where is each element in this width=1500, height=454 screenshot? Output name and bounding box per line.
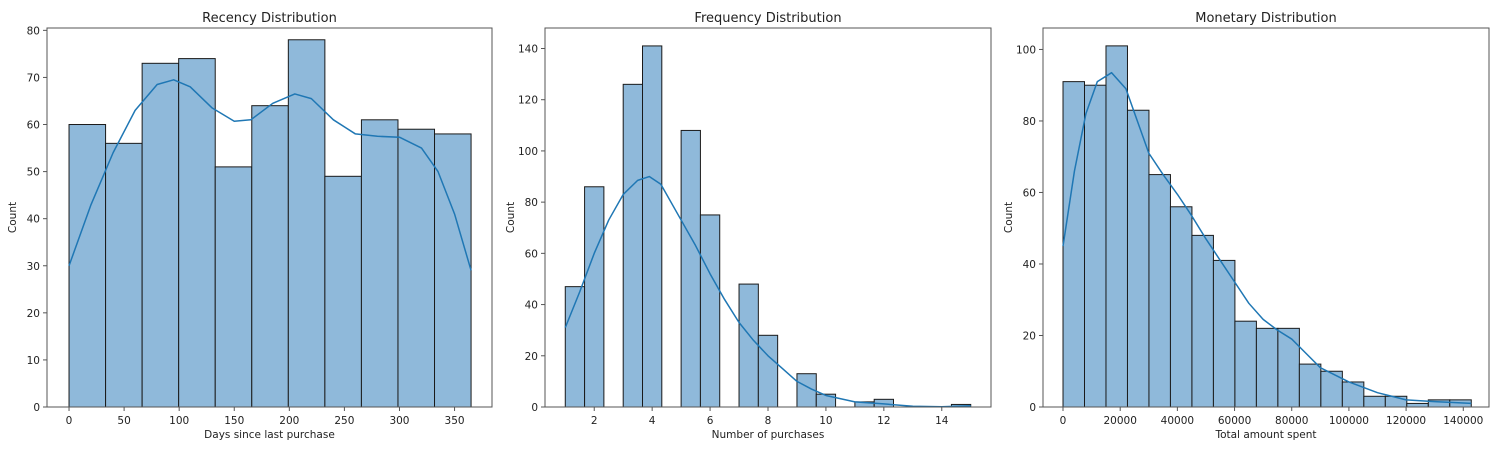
histogram-bar	[397, 128, 436, 408]
x-tick-label: 350	[445, 415, 465, 427]
y-tick-label: 80	[27, 25, 40, 37]
x-axis-label: Number of purchases	[712, 429, 825, 441]
histogram-bar	[1126, 109, 1150, 408]
x-tick-label: 4	[649, 415, 656, 427]
y-tick-label: 0	[1029, 402, 1036, 414]
histogram-bar	[360, 119, 399, 408]
histogram-bar	[178, 58, 216, 408]
kde-line	[1062, 71, 1472, 405]
x-tick-label: 14	[935, 415, 949, 427]
y-tick-label: 60	[27, 120, 40, 132]
y-tick-label: 30	[27, 261, 40, 273]
y-tick-label: 40	[27, 214, 40, 226]
y-tick-label: 80	[1023, 116, 1036, 128]
y-tick-label: 60	[525, 248, 538, 260]
y-axis-label: Count	[505, 202, 517, 233]
histogram-bar	[324, 175, 362, 408]
histogram-bar	[141, 62, 180, 408]
y-tick-label: 70	[27, 72, 40, 84]
x-tick-label: 10	[819, 415, 832, 427]
x-tick-label: 2	[591, 415, 598, 427]
axes-frame	[1042, 27, 1490, 408]
x-tick-label: 12	[877, 415, 890, 427]
y-axis-label: Count	[1003, 202, 1015, 233]
histogram-bar	[680, 129, 701, 408]
histogram-bar	[1212, 259, 1236, 408]
histogram-bar	[642, 45, 663, 408]
histogram-bar	[1298, 363, 1322, 408]
y-tick-label: 60	[1023, 187, 1036, 199]
y-tick-label: 50	[27, 167, 40, 179]
kde-line	[68, 79, 472, 271]
y-tick-label: 140	[518, 43, 538, 55]
y-tick-label: 40	[525, 300, 538, 312]
histogram-bar	[287, 39, 326, 408]
x-tick-label: 50	[117, 415, 130, 427]
x-tick-label: 40000	[1161, 415, 1194, 427]
histogram-bar	[622, 83, 644, 408]
histogram-bar	[1277, 327, 1300, 408]
x-tick-label: 8	[765, 415, 772, 427]
histogram-bar	[1084, 84, 1107, 408]
y-tick-label: 80	[525, 197, 538, 209]
y-tick-label: 20	[525, 351, 538, 363]
histogram-bar	[757, 334, 779, 408]
histogram-bar	[1191, 234, 1214, 408]
histogram-bar	[1062, 81, 1086, 408]
x-axis-label: Days since last purchase	[204, 429, 335, 441]
chart-title: Frequency Distribution	[694, 11, 841, 26]
y-tick-label: 20	[27, 308, 40, 320]
x-tick-label: 0	[66, 415, 73, 427]
x-tick-label: 250	[334, 415, 354, 427]
chart-title: Monetary Distribution	[1195, 11, 1336, 26]
x-tick-label: 20000	[1103, 415, 1136, 427]
histogram-bar	[68, 124, 107, 408]
chart-monetary: 0 20000 40000 60000 80000 100000 120000 140000 0…	[1003, 11, 1490, 441]
x-tick-label: 0	[1060, 415, 1067, 427]
y-tick-label: 20	[1023, 330, 1036, 342]
histogram-bar	[1169, 206, 1193, 408]
histogram-bar	[584, 186, 605, 408]
x-tick-label: 80000	[1275, 415, 1308, 427]
histogram-bar	[105, 142, 143, 408]
x-axis-label: Total amount spent	[1214, 429, 1316, 441]
y-tick-label: 0	[531, 402, 538, 414]
kde-line	[564, 175, 971, 408]
x-tick-label: 100	[169, 415, 189, 427]
chart-title: Recency Distribution	[202, 11, 337, 26]
histogram-bar	[1363, 395, 1386, 408]
x-tick-label: 140000	[1443, 415, 1483, 427]
x-tick-label: 300	[389, 415, 409, 427]
histogram-bar	[699, 214, 721, 408]
chart-recency: 0 50 100 150 200 250 300 350 0 10 20 30 40 50 60 70 80 Re…	[7, 11, 493, 441]
y-tick-label: 40	[1023, 259, 1036, 271]
histogram-bar	[738, 283, 759, 408]
x-tick-label: 6	[707, 415, 714, 427]
histogram-bar	[1255, 327, 1279, 408]
x-tick-label: 150	[224, 415, 244, 427]
x-tick-label: 120000	[1386, 415, 1426, 427]
histogram-bar	[1234, 320, 1257, 408]
y-tick-label: 0	[33, 402, 40, 414]
x-tick-label: 100000	[1329, 415, 1369, 427]
histogram-bar	[1406, 402, 1429, 408]
x-tick-label: 60000	[1218, 415, 1251, 427]
y-tick-label: 10	[27, 355, 40, 367]
x-tick-label: 200	[279, 415, 299, 427]
histogram-bar	[1148, 174, 1171, 408]
histogram-bar	[214, 166, 253, 408]
y-tick-label: 100	[1016, 44, 1036, 56]
axes-frame	[46, 27, 493, 408]
histogram-bar	[1105, 45, 1128, 408]
y-axis-label: Count	[7, 202, 19, 233]
y-tick-label: 120	[518, 95, 538, 107]
y-tick-label: 100	[518, 146, 538, 158]
histogram-bar	[251, 105, 289, 408]
